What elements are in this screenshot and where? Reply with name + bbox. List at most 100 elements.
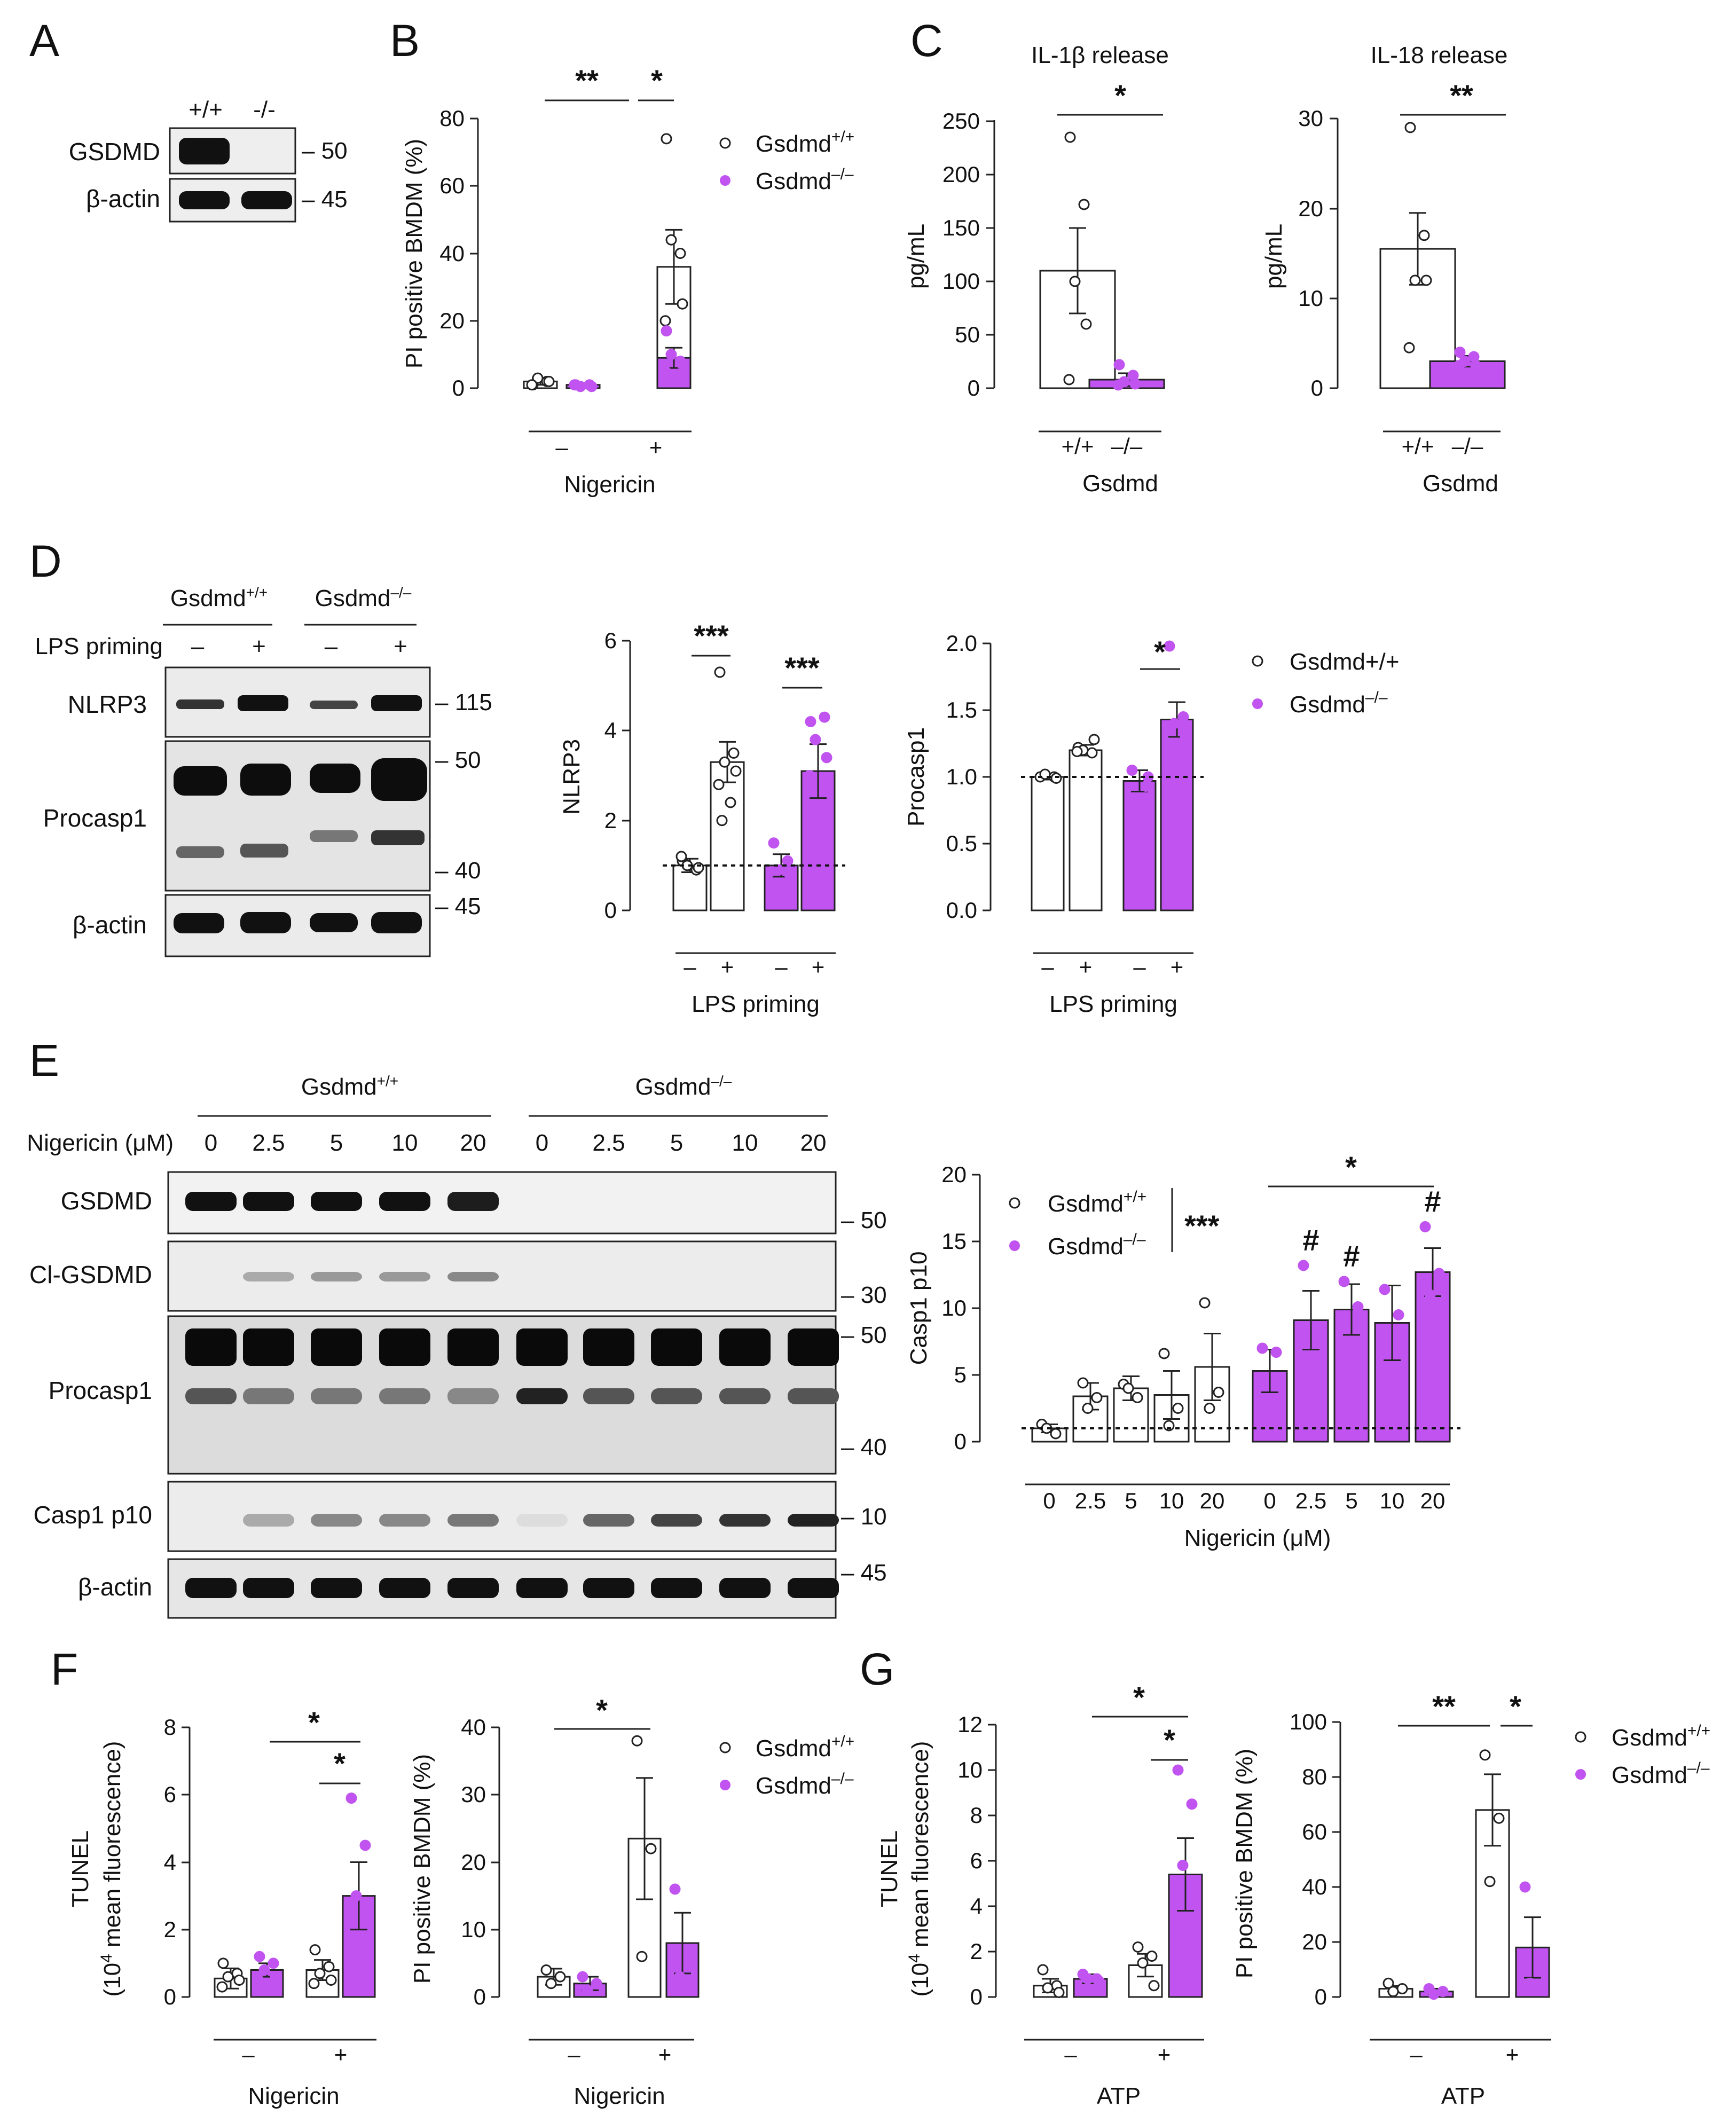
legend-marker-wt	[719, 1742, 731, 1754]
data-point	[577, 1971, 588, 1983]
data-point	[1204, 1403, 1215, 1414]
lane-label: 2.5	[592, 1130, 625, 1156]
tick-label: 0	[1311, 375, 1323, 400]
group-label: –	[1064, 2042, 1077, 2067]
blot-row-label: β-actin	[78, 1573, 152, 1601]
band	[185, 1192, 237, 1211]
data-point	[545, 1978, 557, 1990]
band	[311, 1514, 362, 1527]
group-label: –/–	[1111, 434, 1143, 459]
band	[311, 1192, 362, 1211]
tick-label: 80	[1302, 1764, 1327, 1789]
data-point	[1172, 1403, 1184, 1414]
group-label: –/–	[1452, 434, 1483, 459]
band	[447, 1192, 499, 1211]
data-point	[713, 779, 725, 790]
plot-area	[1039, 131, 1165, 391]
band	[788, 1328, 839, 1366]
lane-label: -/-	[253, 97, 276, 123]
data-point	[1086, 747, 1098, 759]
tick-label: 2.0	[946, 631, 977, 656]
data-point	[1418, 230, 1430, 241]
bar	[1031, 776, 1065, 911]
data-point	[810, 734, 821, 745]
group-label: –	[1041, 954, 1054, 979]
significance-marker: *	[596, 1693, 608, 1727]
data-point	[1146, 1951, 1158, 1962]
band	[651, 1328, 702, 1366]
tick-label: 0	[164, 1984, 176, 2009]
data-point	[1270, 1347, 1282, 1358]
data-point	[819, 711, 830, 723]
significance-marker: *	[1164, 1723, 1175, 1757]
tick-label: 4	[164, 1850, 176, 1875]
tick-label: 100	[942, 269, 980, 294]
data-point	[1493, 1812, 1505, 1824]
lane-labels: 0 2.5 5 10 20 0 2.5 5 10 20	[205, 1130, 827, 1156]
data-point	[677, 359, 688, 371]
legend-label-wt: Gsdmd+/+	[756, 1733, 854, 1762]
group-label: +	[1171, 954, 1184, 979]
data-point	[362, 1940, 373, 1952]
band	[310, 701, 358, 709]
data-point	[804, 770, 815, 781]
legend-label-ko: Gsdmd–/–	[1048, 1231, 1146, 1260]
tick-label: 40	[439, 241, 465, 266]
plot-area	[214, 1792, 376, 1998]
data-point	[661, 325, 672, 337]
plot-area	[537, 1735, 700, 1998]
group-label: –	[684, 954, 696, 979]
data-point	[586, 381, 598, 392]
band	[788, 1514, 839, 1527]
x-axis-label: Nigericin	[564, 471, 655, 498]
data-point	[344, 1974, 356, 1986]
genotype-label: Gsdmd+/+	[301, 1073, 398, 1100]
panel-letter-a: A	[29, 15, 59, 66]
data-point	[1384, 1387, 1395, 1398]
lane-label: 10	[392, 1130, 418, 1156]
data-point	[1387, 1986, 1399, 1998]
lane-label: 5	[330, 1130, 343, 1156]
data-point	[767, 878, 779, 889]
band	[185, 1578, 237, 1598]
x-axis-label: ATP	[1441, 2083, 1485, 2109]
data-point	[1403, 342, 1415, 353]
plot-area	[663, 666, 845, 911]
data-point	[1129, 378, 1141, 390]
band	[371, 830, 425, 845]
mw-marker: – 50	[841, 1322, 887, 1348]
band	[243, 1578, 294, 1598]
significance-marker: ***	[1184, 1209, 1220, 1243]
tick-label: 30	[1298, 106, 1323, 131]
data-point	[1132, 1941, 1144, 1953]
data-point	[1470, 360, 1482, 372]
tick-label: 10	[461, 1917, 486, 1942]
panel-a-blot: +/+ -/- GSDMD β-actin – 50 – 45	[69, 97, 348, 223]
panel-letter-e: E	[29, 1035, 59, 1086]
data-point	[1468, 351, 1480, 363]
group-label: –	[1410, 2042, 1423, 2067]
data-point	[1037, 1964, 1049, 1976]
band	[379, 1514, 430, 1527]
data-point	[665, 349, 677, 360]
tick-label: 20	[461, 1850, 486, 1875]
panel-d-procasp1-chart: Procasp1 0.0 0.5 1.0 1.5 2.0 – + – + LPS…	[903, 631, 1399, 1017]
data-point	[325, 1974, 337, 1986]
blot-row-label: Cl-GSDMD	[29, 1261, 152, 1288]
lane-label: +/+	[188, 97, 223, 123]
data-point	[1137, 1957, 1149, 1969]
significance-marker: ***	[694, 619, 729, 652]
x-tick-label: 20	[1420, 1488, 1446, 1513]
band	[243, 1272, 294, 1281]
tick-label: 0	[954, 1429, 967, 1454]
y-ticks: 0 2 4 6	[604, 628, 630, 923]
band	[179, 191, 230, 209]
band	[179, 138, 230, 164]
plot-area	[523, 133, 692, 392]
data-point	[631, 1735, 643, 1747]
y-axis-label-line1: TUNEL	[876, 1830, 902, 1907]
group-label: +	[649, 435, 663, 460]
data-point	[222, 1971, 234, 1983]
blot-row-label: NLRP3	[68, 690, 147, 718]
mw-marker: – 45	[302, 186, 348, 213]
